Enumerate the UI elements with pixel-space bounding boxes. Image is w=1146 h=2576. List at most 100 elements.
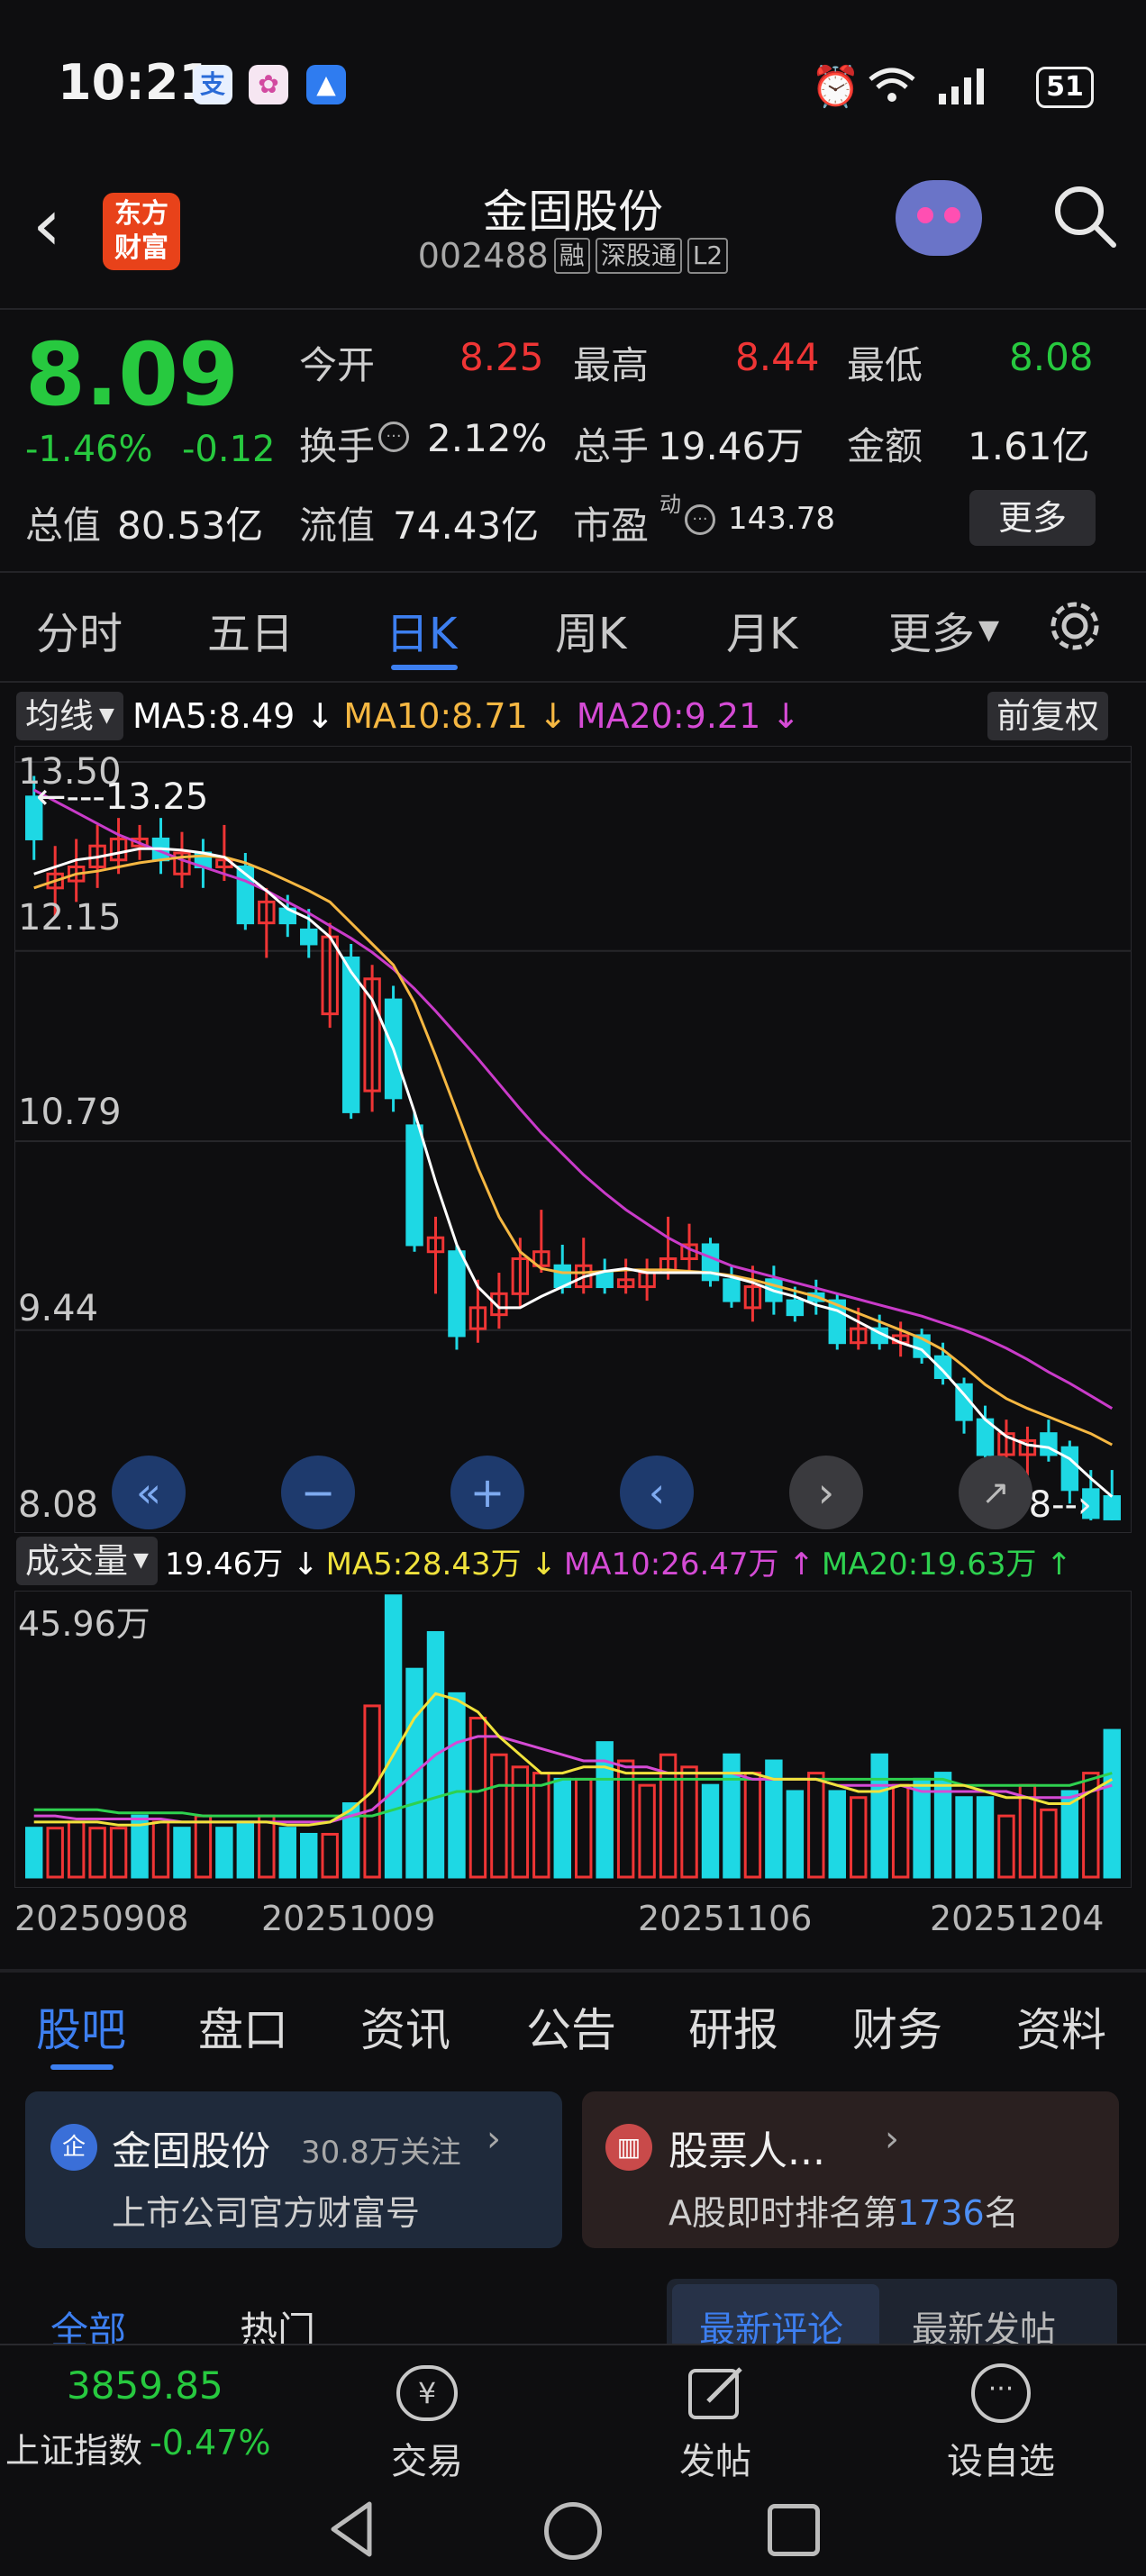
caret-down-icon: ▼ — [133, 1549, 149, 1572]
info-icon[interactable]: ··· — [378, 422, 409, 452]
tab-five-day[interactable]: 五日 — [207, 609, 295, 659]
candle-body — [511, 1256, 530, 1295]
candle-body — [933, 1355, 952, 1380]
adjust-button[interactable]: 前复权 — [987, 692, 1109, 740]
indicator-selector[interactable]: 成交量 ▼ — [16, 1537, 158, 1585]
volume-bar — [25, 1827, 43, 1879]
volume-bar — [300, 1832, 318, 1879]
zoom-out-button[interactable]: − — [281, 1456, 355, 1529]
expand-button[interactable]: ↗ — [959, 1456, 1032, 1529]
index-value[interactable]: 3859.85 — [67, 2363, 223, 2408]
candle-body — [448, 1250, 466, 1338]
volume-bar — [807, 1772, 825, 1879]
volume-bar — [131, 1814, 149, 1879]
caret-down-icon: ▼ — [978, 613, 1000, 646]
gear-icon[interactable] — [1045, 596, 1105, 656]
next-button[interactable]: › — [789, 1456, 863, 1529]
volume-bar — [341, 1802, 360, 1879]
search-icon[interactable] — [1049, 180, 1121, 252]
volume-bar — [850, 1796, 868, 1879]
tab-monthly-k[interactable]: 月K — [726, 609, 798, 659]
nav-home-icon[interactable] — [544, 2502, 602, 2560]
back-button[interactable]: ‹ — [32, 183, 61, 267]
volume-bar — [109, 1827, 128, 1879]
open-label: 今开 — [299, 343, 376, 387]
volume-bar — [215, 1827, 233, 1879]
pe-label: 市盈 — [573, 503, 650, 548]
ma10-line — [33, 854, 1114, 1447]
tab-more-label: 更多 — [888, 609, 976, 659]
change-percent: -1.46% — [25, 429, 153, 470]
post-label[interactable]: 发帖 — [679, 2441, 751, 2482]
nav-recent-icon[interactable] — [768, 2504, 820, 2556]
volume-bar — [278, 1827, 296, 1879]
ma5-value: MA5:8.49 — [132, 696, 296, 736]
nav-back-icon[interactable] — [326, 2500, 377, 2558]
max-price-value: 13.25 — [105, 776, 209, 818]
edit-post-icon[interactable] — [685, 2363, 748, 2423]
candle-body — [1082, 1488, 1100, 1519]
company-card-subtitle: 上市公司官方财富号 — [112, 2193, 421, 2233]
more-quote-button[interactable]: 更多 — [969, 490, 1096, 546]
ma-selector[interactable]: 均线 ▼ — [16, 692, 123, 740]
tab-guba[interactable]: 股吧 — [36, 2004, 126, 2056]
battery-indicator: 51 — [1036, 67, 1094, 108]
trade-icon[interactable]: ¥ — [396, 2365, 458, 2421]
pe-value: 143.78 — [728, 501, 835, 537]
stock-people-title: 股票人... — [668, 2128, 825, 2174]
volume-bar — [933, 1772, 952, 1879]
tab-weekly-k[interactable]: 周K — [555, 609, 627, 659]
candle-body — [258, 900, 276, 925]
more-options-icon[interactable]: ··· — [971, 2363, 1031, 2423]
tab-news[interactable]: 资讯 — [360, 2004, 450, 2056]
tab-profile[interactable]: 资料 — [1016, 2004, 1106, 2056]
volume-chart[interactable] — [14, 1591, 1132, 1888]
level2-tag: L2 — [687, 238, 729, 274]
candle-body — [596, 1271, 614, 1289]
pe-info-icon[interactable]: ··· — [685, 504, 715, 535]
zoom-in-button[interactable]: + — [450, 1456, 524, 1529]
tab-orderbook[interactable]: 盘口 — [198, 2004, 288, 2056]
chevron-right-icon: › — [885, 2118, 899, 2160]
tab-research[interactable]: 研报 — [688, 2004, 778, 2056]
candle-body — [25, 795, 43, 840]
turnover-label: 换手 — [299, 424, 376, 468]
tab-more[interactable]: 更多 ▼ — [888, 598, 999, 661]
volume-bar — [870, 1753, 888, 1879]
volume-bar — [88, 1827, 106, 1879]
tab-intraday[interactable]: 分时 — [36, 609, 123, 659]
kline-chart[interactable] — [14, 746, 1132, 1533]
float-mv-value: 74.43亿 — [393, 503, 540, 548]
candle-body — [616, 1278, 635, 1289]
detail-divider — [0, 1969, 1146, 1973]
app-icon: ▲ — [306, 65, 346, 104]
assistant-robot-icon[interactable] — [896, 180, 982, 256]
tab-finance[interactable]: 财务 — [852, 2004, 942, 2056]
volume-bar — [1103, 1728, 1121, 1879]
volume-bar — [363, 1704, 381, 1879]
index-change: -0.47% — [150, 2423, 271, 2463]
fast-back-button[interactable]: « — [112, 1456, 186, 1529]
volume-bar — [384, 1594, 403, 1879]
volume-bar — [236, 1820, 255, 1879]
low-value: 8.08 — [1009, 335, 1094, 379]
ranking-icon: ▥ — [605, 2124, 652, 2171]
open-value: 8.25 — [459, 335, 544, 379]
index-name[interactable]: 上证指数 — [5, 2431, 143, 2471]
stock-people-card[interactable] — [582, 2091, 1119, 2248]
ma10-value: MA10:8.71 — [343, 696, 528, 736]
low-label: 最低 — [847, 343, 923, 387]
company-account-card[interactable] — [25, 2091, 562, 2248]
volume-bar — [448, 1692, 466, 1879]
volume-bar — [151, 1820, 170, 1879]
trade-label[interactable]: 交易 — [391, 2441, 463, 2482]
connect-tag: 深股通 — [595, 238, 682, 274]
company-card-title: 金固股份 — [112, 2128, 270, 2174]
y-label-3: 10.79 — [18, 1092, 122, 1133]
volume-bar — [701, 1783, 720, 1879]
tab-announcement[interactable]: 公告 — [526, 2004, 616, 2056]
watch-label[interactable]: 设自选 — [947, 2441, 1055, 2482]
candle-body — [468, 1306, 487, 1330]
tab-daily-k[interactable]: 日K — [386, 609, 458, 659]
prev-button[interactable]: ‹ — [620, 1456, 694, 1529]
